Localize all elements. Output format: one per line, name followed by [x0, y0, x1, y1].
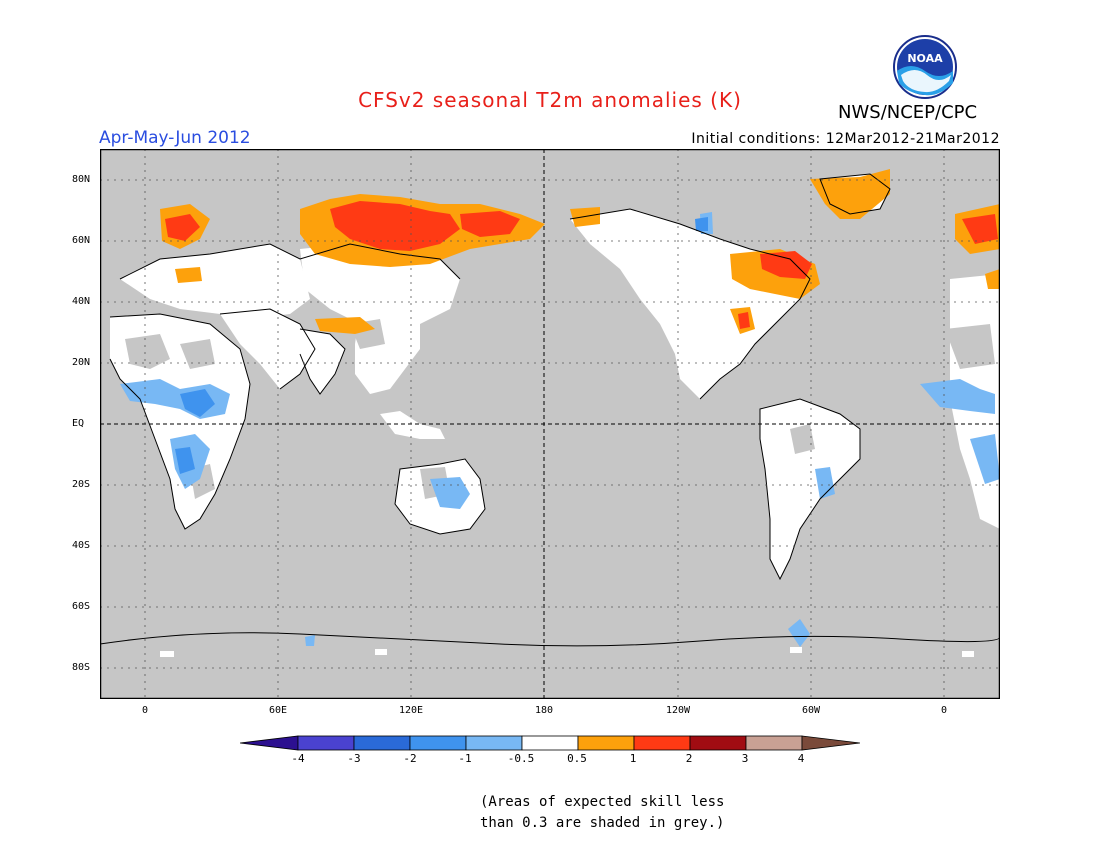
anomaly-map [100, 149, 1000, 699]
lat-label: 40S [72, 540, 91, 551]
legend-swatch [465, 735, 523, 751]
lon-label: 180 [534, 705, 554, 716]
lon-label: 0 [940, 705, 948, 716]
color-legend-bar [240, 735, 860, 751]
legend-tick: -0.5 [507, 752, 535, 765]
forecast-period: Apr-May-Jun 2012 [99, 128, 251, 148]
legend-tick: -1 [458, 752, 472, 765]
lat-label: 20N [72, 357, 91, 368]
legend-tick: 3 [741, 752, 749, 765]
legend-swatch [297, 735, 355, 751]
legend-tick: 0.5 [567, 752, 587, 765]
legend-swatch [689, 735, 747, 751]
legend-swatch [353, 735, 411, 751]
legend-swatch [521, 735, 579, 751]
initial-conditions-label: Initial conditions: 12Mar2012-21Mar2012 [691, 131, 1000, 147]
coastlines [100, 173, 1000, 647]
noaa-logo-text: NOAA [907, 52, 943, 65]
skill-note: (Areas of expected skill less than 0.3 a… [480, 792, 724, 834]
lat-label: 60S [72, 601, 91, 612]
strong-warm-anomaly-areas [165, 201, 998, 329]
skill-note-line: (Areas of expected skill less [480, 794, 725, 810]
lon-label: 120W [665, 705, 691, 716]
legend-tick: -2 [403, 752, 417, 765]
legend-tick: 2 [685, 752, 693, 765]
legend-tick: 1 [629, 752, 637, 765]
legend-swatch [240, 735, 299, 751]
legend-swatch [745, 735, 803, 751]
legend-swatch [409, 735, 467, 751]
lat-label: EQ [72, 418, 85, 429]
lat-label: 80N [72, 174, 91, 185]
legend-swatch [633, 735, 691, 751]
skill-note-line: than 0.3 are shaded in grey.) [480, 815, 725, 831]
lat-label: 80S [72, 662, 91, 673]
legend-tick: -4 [291, 752, 305, 765]
legend-tick: 4 [797, 752, 805, 765]
lat-label: 60N [72, 235, 91, 246]
credit-label: NWS/NCEP/CPC [838, 102, 978, 123]
cool-anomaly-areas [120, 212, 1000, 647]
noaa-logo: NOAA [893, 35, 957, 99]
lon-label: 60W [801, 705, 821, 716]
lat-label: 20S [72, 479, 91, 490]
no-skill-land-patches [125, 319, 995, 499]
map-title: CFSv2 seasonal T2m anomalies (K) [358, 88, 742, 112]
lon-label: 120E [398, 705, 424, 716]
lat-label: 40N [72, 296, 91, 307]
lon-label: 0 [141, 705, 149, 716]
moderate-cool-anomaly-areas [175, 217, 708, 474]
legend-swatch [577, 735, 635, 751]
map-frame [100, 149, 1000, 699]
equator-dateline [100, 149, 1000, 699]
legend-swatch [801, 735, 860, 751]
legend-tick: -3 [347, 752, 361, 765]
lon-label: 60E [268, 705, 288, 716]
